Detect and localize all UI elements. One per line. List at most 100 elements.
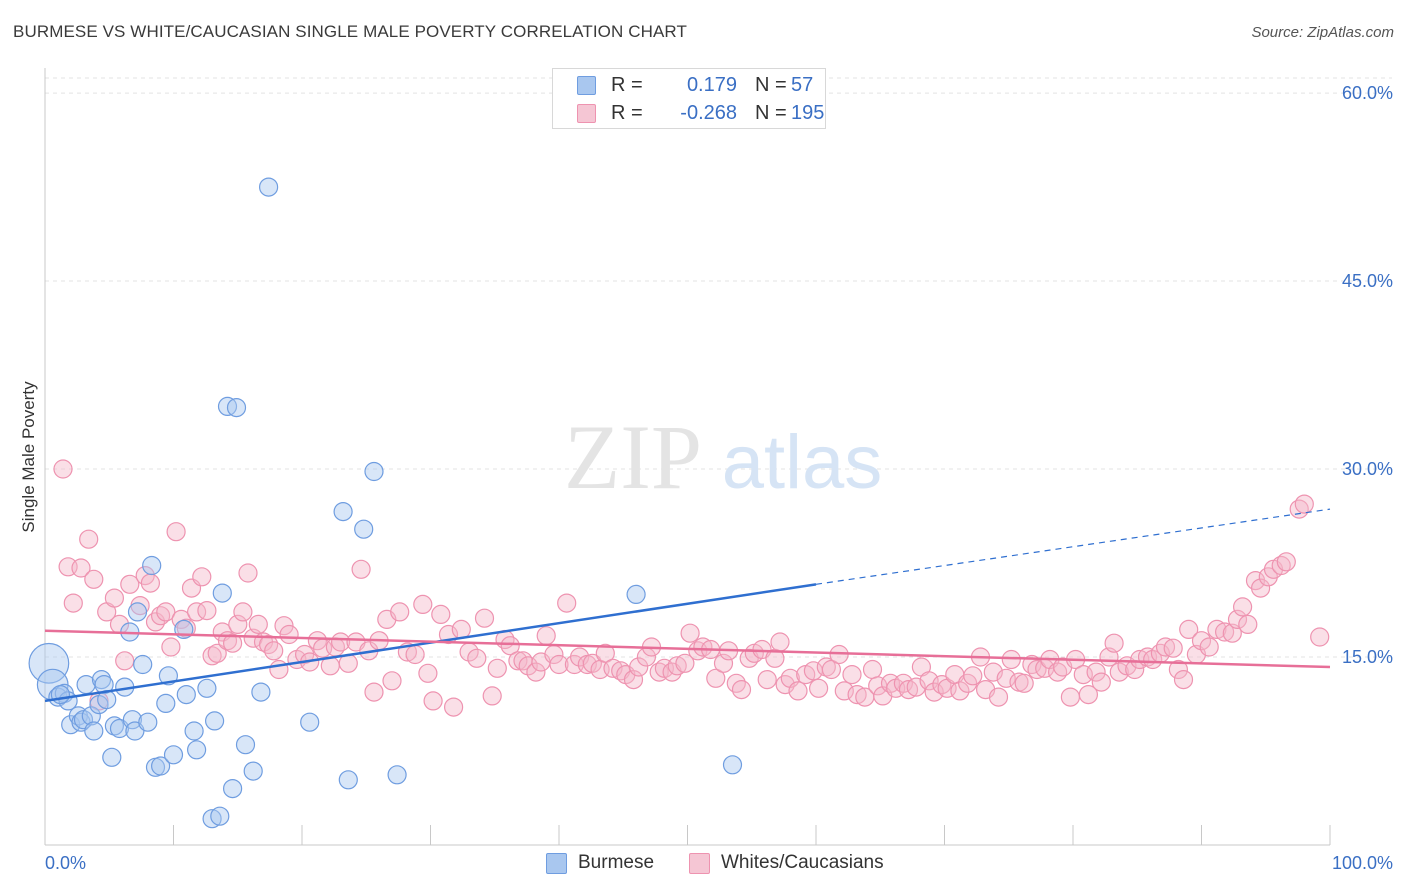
y-tick-label: 45.0% <box>1342 271 1393 291</box>
whites-point <box>1191 631 1212 651</box>
whites-point <box>1047 662 1068 682</box>
burmese-point <box>722 755 743 775</box>
whites-point <box>474 608 495 628</box>
burmese-point <box>122 710 142 730</box>
burmese-point <box>187 740 207 760</box>
whites-point <box>1310 627 1330 647</box>
whites-trend-line <box>44 629 1331 669</box>
whites-point <box>120 574 140 594</box>
source-label: Source: ZipAtlas.com <box>1251 24 1394 41</box>
burmese-point <box>133 654 153 675</box>
whites-point <box>364 682 384 702</box>
burmese-point <box>184 721 204 741</box>
whites-point <box>487 658 507 678</box>
whites-point <box>390 602 410 622</box>
whites-point <box>1109 662 1129 682</box>
whites-point <box>140 573 160 593</box>
burmese-point <box>202 809 222 829</box>
burmese-point <box>104 716 125 736</box>
legend-r-value: 0.179 <box>686 74 737 96</box>
whites-point <box>451 619 471 640</box>
whites-point <box>500 636 520 656</box>
whites-point <box>1014 673 1034 693</box>
burmese-point <box>50 684 71 705</box>
bottom-legend-swatch-whites <box>689 853 710 874</box>
burmese-point <box>212 583 232 603</box>
whites-point <box>508 651 528 671</box>
whites-point <box>71 558 91 578</box>
burmese-point <box>223 778 243 799</box>
whites-point <box>623 669 644 690</box>
burmese-point <box>259 177 279 197</box>
whites-point <box>932 674 952 695</box>
whites-point <box>988 687 1009 707</box>
whites-point <box>482 686 502 706</box>
whites-point <box>1086 662 1106 682</box>
whites-point <box>192 567 212 587</box>
whites-point <box>1179 619 1199 640</box>
whites-point <box>675 653 695 673</box>
stats-legend: R = 0.179 N = 57 R = -0.268 N = 195 <box>552 68 826 129</box>
burmese-point <box>127 602 148 622</box>
whites-point <box>1250 578 1271 598</box>
whites-point <box>1163 638 1183 658</box>
whites-point <box>228 614 248 635</box>
whites-point <box>842 664 862 685</box>
whites-point <box>431 604 451 625</box>
whites-point <box>1276 552 1296 572</box>
whites-point <box>595 643 615 663</box>
legend-swatch-burmese <box>577 76 596 95</box>
legend-swatch-whites <box>577 104 596 123</box>
whites-point <box>405 644 425 665</box>
whites-point <box>893 673 914 693</box>
whites-point <box>1232 597 1253 617</box>
whites-point <box>770 632 790 652</box>
whites-point <box>1078 684 1099 705</box>
bottom-legend-swatch-burmese <box>546 853 567 874</box>
whites-point <box>582 653 603 673</box>
whites-point <box>1199 637 1219 657</box>
whites-point <box>166 522 186 542</box>
whites-point <box>84 569 104 589</box>
burmese-point <box>94 674 114 695</box>
whites-point <box>467 648 487 668</box>
trend-lines <box>44 508 1331 703</box>
burmese-point <box>387 765 407 785</box>
burmese-point <box>138 712 158 732</box>
whites-point <box>53 459 73 479</box>
y-tick-label: 60.0% <box>1342 83 1393 103</box>
whites-point <box>1001 649 1021 670</box>
whites-point <box>667 656 687 676</box>
y-axis-label: Single Male Poverty <box>19 381 38 533</box>
whites-point <box>788 681 808 701</box>
whites-point <box>821 659 842 680</box>
y-tick-label: 30.0% <box>1342 459 1393 479</box>
whites-point <box>264 641 284 661</box>
burmese-point <box>84 721 104 741</box>
burmese-point <box>142 555 162 576</box>
whites-point <box>950 681 970 701</box>
burmese-point <box>354 519 374 539</box>
whites-point <box>1091 672 1111 692</box>
whites-point <box>444 697 464 717</box>
whites-point <box>536 626 556 646</box>
whites-point <box>680 623 700 643</box>
whites-point <box>238 563 258 583</box>
y-tick-label: 15.0% <box>1342 647 1393 667</box>
whites-point <box>1227 609 1248 630</box>
legend-r-label: R = <box>611 102 643 124</box>
whites-point <box>706 668 726 688</box>
burmese-point <box>338 770 358 790</box>
whites-point <box>963 666 983 686</box>
legend-n-value: 195 <box>791 102 825 124</box>
whites-point <box>1214 622 1235 642</box>
whites-point <box>187 602 207 622</box>
whites-point <box>202 646 222 666</box>
whites-point <box>693 637 713 657</box>
burmese-point <box>102 747 122 767</box>
whites-point <box>898 679 919 700</box>
whites-point <box>233 602 253 622</box>
x-tick-label-min: 0.0% <box>45 853 86 873</box>
bottom-legend-label-burmese: Burmese <box>578 852 655 873</box>
whites-point <box>259 634 279 655</box>
